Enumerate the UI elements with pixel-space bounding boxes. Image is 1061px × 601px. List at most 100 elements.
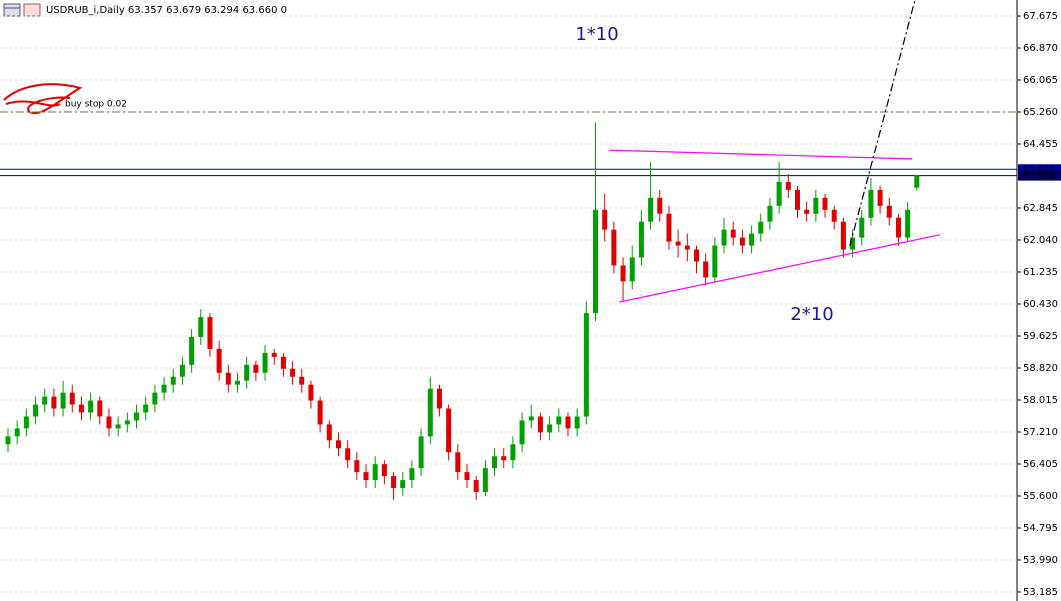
- y-tick-label: 66.065: [1023, 75, 1058, 86]
- candle-body: [280, 356, 286, 369]
- y-tick-label: 54.795: [1023, 523, 1058, 534]
- candle-body: [391, 476, 397, 489]
- candle-body: [831, 209, 837, 222]
- candle-body: [721, 229, 727, 246]
- candle-body: [14, 428, 20, 437]
- candle-body: [739, 237, 745, 246]
- candle-body: [335, 440, 341, 449]
- candle-body: [666, 213, 672, 242]
- candle-body: [179, 364, 185, 377]
- candle-body: [106, 416, 112, 429]
- candle-body: [657, 197, 663, 214]
- candle-body: [519, 420, 525, 445]
- trend-line: [849, 0, 916, 247]
- y-tick-label: 58.015: [1023, 395, 1058, 406]
- y-tick-label: 55.600: [1023, 491, 1058, 502]
- annotation: 1*10: [575, 24, 618, 45]
- candle-body: [216, 348, 222, 373]
- candle-body: [602, 209, 608, 230]
- candle-body: [372, 464, 378, 481]
- level-label: buy stop 0.02: [65, 100, 127, 110]
- candle-body: [473, 480, 479, 492]
- candle-body: [418, 436, 424, 469]
- candle-body: [317, 400, 323, 425]
- candle-body: [225, 372, 231, 385]
- candle-body: [629, 257, 635, 282]
- symbol-icon: [3, 3, 41, 17]
- candle-body: [299, 376, 305, 385]
- candle-body: [895, 217, 901, 238]
- y-tick-label: 66.870: [1023, 43, 1058, 54]
- candle-body: [253, 364, 259, 373]
- candle-body: [363, 472, 369, 481]
- y-tick-label: 53.185: [1023, 587, 1058, 598]
- candle-body: [290, 368, 296, 377]
- candle-body: [97, 400, 103, 417]
- y-tick-label: 62.040: [1023, 235, 1058, 246]
- candle-body: [574, 416, 580, 429]
- candle-body: [565, 416, 571, 429]
- price-label-bg: [1018, 164, 1061, 175]
- candle-body: [409, 468, 415, 481]
- candle-body: [638, 221, 644, 258]
- candle-body: [648, 197, 654, 222]
- candle-body: [436, 388, 442, 409]
- candle-body: [33, 404, 39, 417]
- candle-body: [354, 460, 360, 473]
- candle-body: [859, 217, 865, 238]
- candle-body: [51, 396, 57, 409]
- y-tick-label: 60.430: [1023, 299, 1058, 310]
- y-tick-label: 62.845: [1023, 203, 1058, 214]
- candle-body: [877, 189, 883, 206]
- y-tick-label: 56.405: [1023, 459, 1058, 470]
- y-tick-label: 58.820: [1023, 363, 1058, 374]
- candle-body: [235, 380, 240, 385]
- candle-body: [115, 424, 121, 429]
- candle-body: [308, 384, 314, 401]
- candle-body: [134, 412, 140, 421]
- candle-body: [694, 249, 699, 262]
- candle-body: [914, 175, 920, 188]
- candle-body: [785, 181, 791, 190]
- candle-body: [326, 424, 332, 441]
- candle-body: [868, 189, 874, 218]
- candle-body: [840, 221, 846, 250]
- candle-body: [78, 404, 84, 413]
- candle-body: [189, 336, 195, 365]
- candle-body: [730, 229, 736, 238]
- candle-body: [712, 245, 718, 278]
- candle-body: [703, 261, 709, 278]
- candle-body: [244, 364, 250, 381]
- candle-body: [161, 384, 167, 393]
- candle-body: [400, 480, 406, 489]
- candle-body: [813, 197, 819, 214]
- candle-body: [152, 392, 158, 405]
- price-label: 63.820: [1023, 165, 1055, 175]
- y-tick-label: 64.455: [1023, 139, 1058, 150]
- candle-body: [547, 424, 553, 433]
- candle-body: [482, 468, 488, 492]
- candle-body: [749, 233, 755, 246]
- candle-body: [510, 444, 516, 461]
- candle-body: [593, 209, 599, 314]
- candle-body: [464, 472, 470, 481]
- candle-body: [537, 416, 543, 433]
- candle-body: [611, 229, 617, 266]
- candle-body: [381, 464, 387, 477]
- candle-body: [170, 376, 176, 385]
- candle-body: [42, 396, 48, 405]
- candle-body: [198, 317, 204, 337]
- candle-body: [143, 404, 149, 413]
- candle-body: [822, 197, 828, 210]
- y-tick-label: 61.235: [1023, 267, 1058, 278]
- candle-body: [905, 209, 911, 238]
- candle-body: [556, 416, 562, 425]
- candle-body: [60, 392, 66, 409]
- price-label: 63.660: [1023, 171, 1055, 181]
- y-tick-label: 67.675: [1023, 11, 1058, 22]
- candle-body: [501, 456, 507, 461]
- candle-body: [271, 352, 277, 357]
- candle-body: [758, 221, 764, 234]
- price-label-bg: [1018, 170, 1061, 181]
